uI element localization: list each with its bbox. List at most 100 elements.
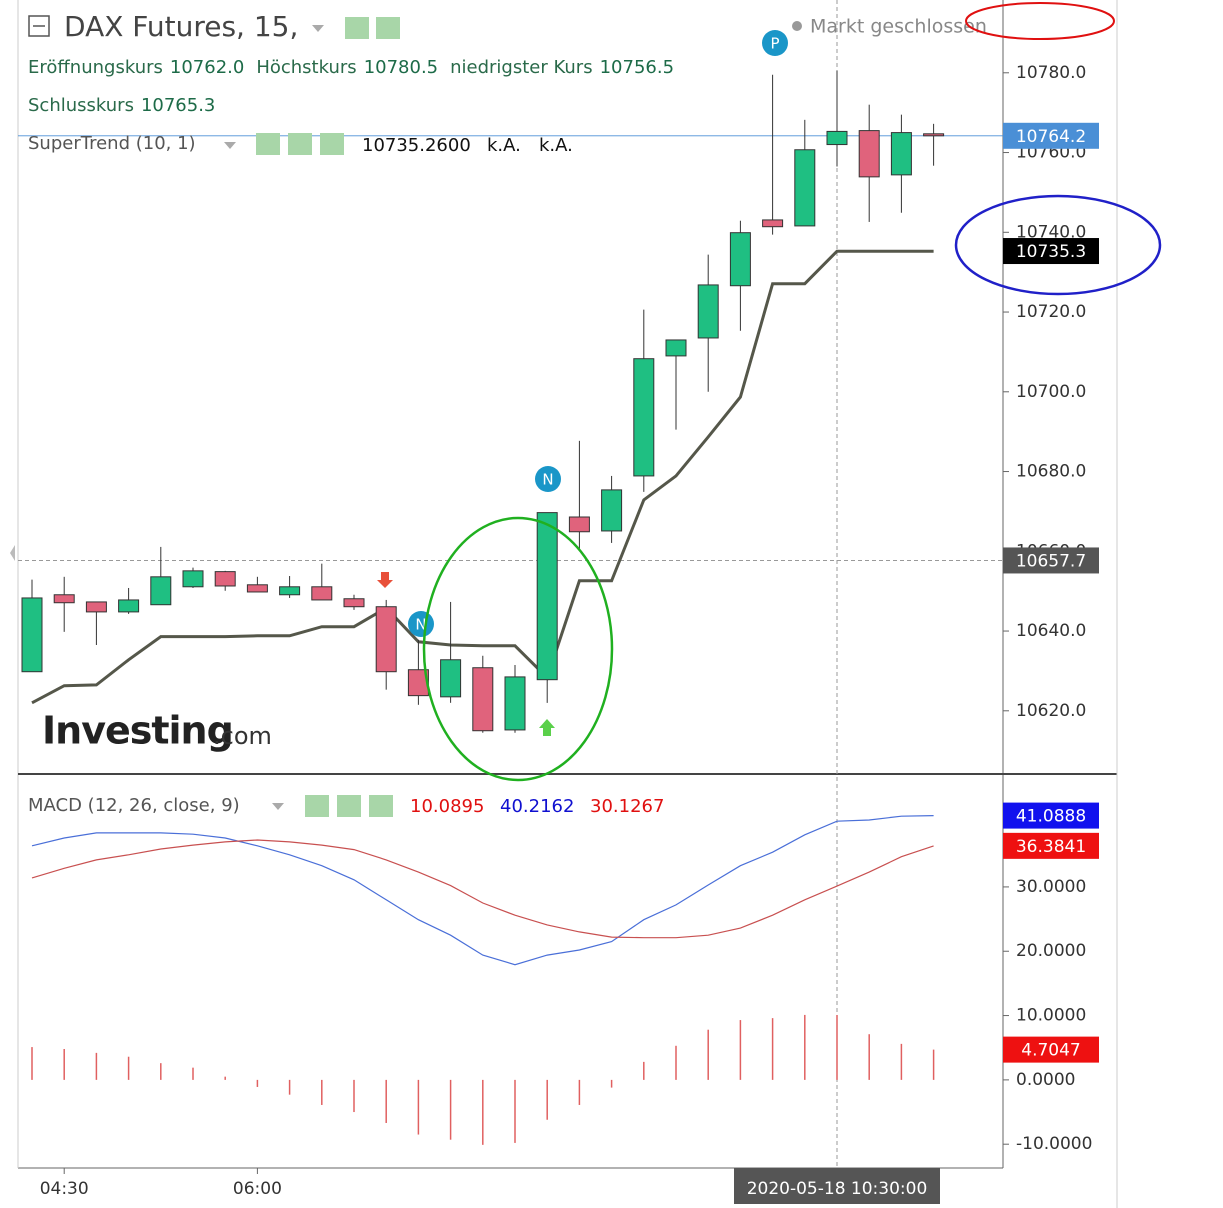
candle-body bbox=[633, 358, 655, 477]
supertrend-name: SuperTrend (10, 1) bbox=[28, 133, 196, 154]
candle-body bbox=[729, 232, 751, 287]
candle-body bbox=[536, 512, 558, 681]
candle-body bbox=[375, 606, 397, 673]
candle-body bbox=[150, 576, 172, 606]
remove-button[interactable] bbox=[369, 795, 393, 817]
settings-button[interactable] bbox=[337, 795, 361, 817]
candle-body bbox=[923, 133, 945, 137]
y-tick-label: 20.0000 bbox=[1016, 941, 1086, 961]
ohlc-value: 10756.5 bbox=[600, 57, 674, 78]
y-tick-label: 10680.0 bbox=[1016, 462, 1086, 482]
highlight-ellipse bbox=[965, 2, 1115, 40]
candle-body bbox=[440, 659, 462, 698]
y-tick-label: 10640.0 bbox=[1016, 621, 1086, 641]
crosshair-price bbox=[1003, 547, 1099, 574]
price-label bbox=[1003, 238, 1099, 265]
y-tick-label: 0.0000 bbox=[1016, 1070, 1075, 1090]
candle-body bbox=[311, 586, 333, 601]
candle-body bbox=[85, 601, 107, 613]
y-tick-label: 10.0000 bbox=[1016, 1006, 1086, 1026]
plot-layer: 10620.010640.010660.010680.010700.010720… bbox=[18, 0, 1099, 1204]
eye-button[interactable] bbox=[305, 795, 329, 817]
y-tick-label: 30.0000 bbox=[1016, 877, 1086, 897]
eye-button[interactable] bbox=[345, 17, 369, 39]
candle-body bbox=[601, 489, 623, 532]
series-badge-text: 36.3841 bbox=[1016, 837, 1086, 857]
y-tick-label: 10620.0 bbox=[1016, 701, 1086, 721]
candle-body bbox=[214, 571, 236, 587]
remove-button[interactable] bbox=[320, 133, 344, 155]
series-badge bbox=[1003, 832, 1099, 859]
ohlc-label: Eröffnungskurs bbox=[28, 57, 163, 78]
crosshair-time bbox=[734, 1168, 940, 1204]
price-label bbox=[1003, 122, 1099, 149]
candle-body bbox=[472, 667, 494, 732]
status-dot bbox=[792, 21, 802, 31]
scroll-handle[interactable] bbox=[10, 545, 15, 561]
signal-label: P bbox=[770, 35, 779, 53]
collapse-button[interactable] bbox=[28, 15, 50, 37]
sell-arrow bbox=[377, 572, 393, 588]
candle-body bbox=[21, 597, 43, 673]
candle-body bbox=[246, 584, 268, 593]
market-status: Markt geschlossen bbox=[810, 16, 987, 38]
indicator-dropdown[interactable] bbox=[224, 142, 236, 149]
price-label-text: 10764.2 bbox=[1016, 127, 1086, 147]
ohlc-value: 10765.3 bbox=[141, 95, 215, 116]
macd-line bbox=[31, 815, 934, 966]
ohlc-label: Höchstkurs bbox=[256, 57, 356, 78]
highlight-ellipse bbox=[422, 516, 614, 782]
macd-legend-value: 30.1267 bbox=[590, 796, 664, 817]
candle-body bbox=[762, 219, 784, 228]
candle-body bbox=[182, 570, 204, 588]
watermark: Investing bbox=[42, 709, 233, 753]
watermark: .com bbox=[213, 722, 272, 750]
candle-body bbox=[858, 130, 880, 178]
macd-line bbox=[31, 839, 934, 939]
candle-body bbox=[794, 149, 816, 227]
supertrend-line bbox=[31, 249, 934, 705]
series-badge bbox=[1003, 802, 1099, 829]
indicator-dropdown[interactable] bbox=[272, 803, 284, 810]
histogram-badge bbox=[1003, 1036, 1099, 1063]
series-badge-text: 41.0888 bbox=[1016, 807, 1086, 827]
y-tick-label: 10700.0 bbox=[1016, 382, 1086, 402]
signal-badge[interactable] bbox=[535, 466, 561, 492]
x-tick-label: 06:00 bbox=[233, 1179, 282, 1199]
macd-name: MACD (12, 26, close, 9) bbox=[28, 795, 240, 816]
y-tick-label: 10720.0 bbox=[1016, 302, 1086, 322]
settings-button[interactable] bbox=[288, 133, 312, 155]
ohlc-label: Schlusskurs bbox=[28, 95, 134, 116]
chart-title: DAX Futures, 15, bbox=[64, 10, 298, 43]
supertrend-value: k.A. bbox=[487, 135, 521, 156]
highlight-ellipse bbox=[954, 194, 1162, 296]
title-dropdown[interactable] bbox=[312, 25, 324, 32]
supertrend-value: 10735.2600 bbox=[362, 135, 471, 156]
y-tick-label: -10.0000 bbox=[1016, 1134, 1092, 1154]
ohlc-value: 10780.5 bbox=[364, 57, 438, 78]
candle-body bbox=[665, 339, 687, 357]
candle-body bbox=[53, 594, 75, 604]
candle-body bbox=[504, 676, 526, 731]
eye-button[interactable] bbox=[256, 133, 280, 155]
candle-body bbox=[826, 130, 848, 146]
candle-body bbox=[279, 586, 301, 596]
candle-body bbox=[568, 516, 590, 533]
y-tick-label: 10780.0 bbox=[1016, 63, 1086, 83]
ohlc-value: 10762.0 bbox=[170, 57, 244, 78]
y-tick-label: 10740.0 bbox=[1016, 222, 1086, 242]
candle-body bbox=[343, 598, 365, 608]
settings-button[interactable] bbox=[376, 17, 400, 39]
candle-body bbox=[118, 599, 140, 613]
candle-body bbox=[890, 132, 912, 176]
signal-badge[interactable] bbox=[762, 30, 788, 56]
price-label-text: 10735.3 bbox=[1016, 242, 1086, 262]
ohlc-row: Eröffnungskurs 10762.0 Höchstkurs 10780.5 ni… bbox=[28, 57, 674, 78]
candle-body bbox=[697, 284, 719, 339]
crosshair-price-text: 10657.7 bbox=[1016, 551, 1086, 571]
histogram-badge-text: 4.7047 bbox=[1021, 1041, 1080, 1061]
signal-label: N bbox=[542, 471, 553, 489]
close-row: Schlusskurs 10765.3 bbox=[28, 95, 215, 116]
buy-arrow bbox=[539, 719, 555, 736]
